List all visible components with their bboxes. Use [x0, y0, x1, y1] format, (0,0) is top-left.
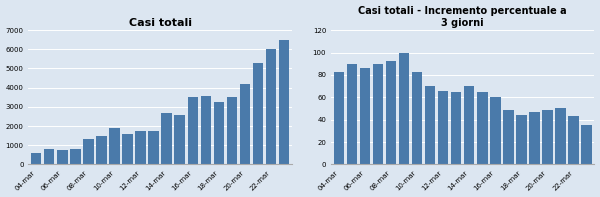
Bar: [188, 97, 198, 164]
Bar: [70, 149, 80, 164]
Bar: [542, 110, 553, 164]
Bar: [516, 115, 527, 164]
Bar: [503, 110, 514, 164]
Bar: [556, 109, 566, 164]
Bar: [451, 92, 461, 164]
Bar: [412, 72, 422, 164]
Bar: [386, 61, 396, 164]
Bar: [266, 49, 276, 164]
Bar: [529, 112, 539, 164]
Bar: [581, 125, 592, 164]
Bar: [122, 134, 133, 164]
Bar: [360, 68, 370, 164]
Bar: [57, 150, 68, 164]
Bar: [373, 64, 383, 164]
Bar: [44, 149, 55, 164]
Bar: [214, 102, 224, 164]
Bar: [347, 64, 357, 164]
Bar: [96, 136, 107, 164]
Bar: [253, 63, 263, 164]
Bar: [161, 113, 172, 164]
Bar: [109, 128, 119, 164]
Bar: [438, 91, 448, 164]
Title: Casi totali: Casi totali: [128, 18, 191, 28]
Bar: [279, 40, 289, 164]
Bar: [239, 84, 250, 164]
Bar: [83, 139, 94, 164]
Bar: [31, 153, 41, 164]
Bar: [490, 97, 500, 164]
Title: Casi totali - Incremento percentuale a
3 giorni: Casi totali - Incremento percentuale a 3…: [358, 6, 567, 28]
Bar: [399, 53, 409, 164]
Bar: [568, 116, 579, 164]
Bar: [477, 92, 488, 164]
Bar: [334, 72, 344, 164]
Bar: [425, 86, 436, 164]
Bar: [227, 97, 237, 164]
Bar: [464, 86, 475, 164]
Bar: [148, 131, 159, 164]
Bar: [136, 131, 146, 164]
Bar: [175, 115, 185, 164]
Bar: [200, 96, 211, 164]
